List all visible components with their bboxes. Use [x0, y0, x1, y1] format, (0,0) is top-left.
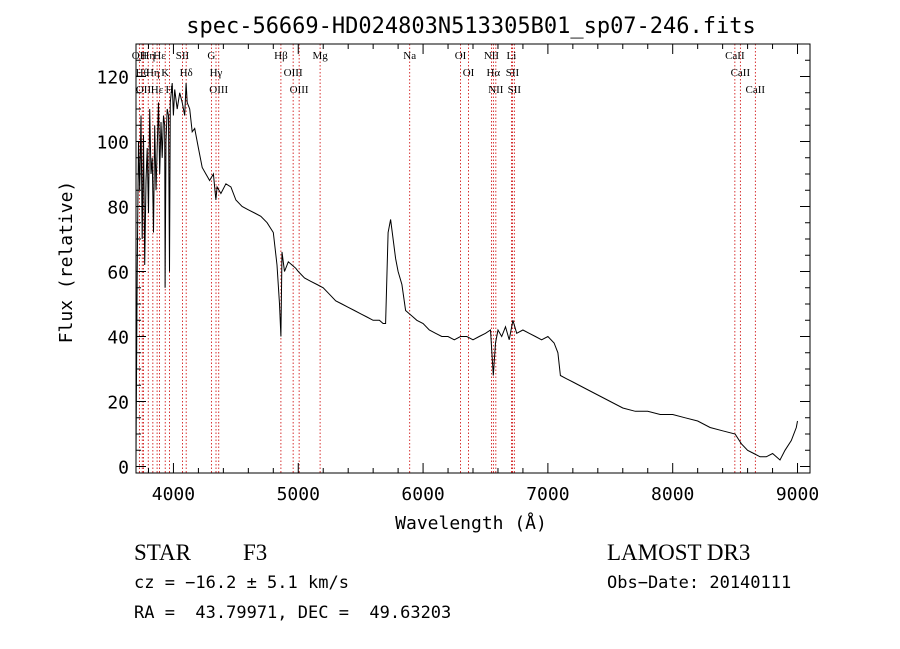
line-marker-label-13: OIII: [209, 84, 228, 96]
y-tick-label-0: 0: [118, 458, 129, 479]
line-marker-label-5: Hε: [151, 84, 164, 96]
line-marker-label-29: CaII: [746, 84, 766, 96]
y-tick-label-6: 120: [96, 68, 129, 89]
x-tick-label-3: 7000: [526, 484, 569, 505]
line-marker-label-6: Hε: [153, 50, 166, 62]
line-marker-label-15: OIII: [284, 67, 303, 79]
coordinates: RA = 43.79971, DEC = 49.63203: [134, 603, 452, 623]
y-tick-label-1: 20: [107, 393, 129, 414]
line-marker-label-18: Na: [403, 50, 416, 62]
line-marker-label-12: Hγ: [210, 67, 223, 79]
line-marker-label-27: CaII: [725, 50, 745, 62]
line-marker-label-3: Hη: [141, 50, 155, 62]
line-marker-label-14: Hβ: [274, 50, 288, 62]
line-marker-label-19: OI: [455, 50, 467, 62]
line-marker-label-23: NII: [488, 84, 504, 96]
line-marker-label-17: Mg: [312, 50, 328, 62]
line-marker-label-4: Hη: [146, 67, 160, 79]
x-axis-ticks: 4000 5000 6000 7000 8000 9000: [147, 44, 819, 505]
y-tick-label-3: 60: [107, 263, 129, 284]
x-tick-label-1: 5000: [277, 484, 320, 505]
line-marker-label-26: SII: [508, 84, 522, 96]
x-axis-label: Wavelength (Å): [395, 512, 547, 534]
line-marker-label-28: CaII: [731, 67, 751, 79]
line-marker-label-24: Li: [507, 50, 517, 62]
object-class: STAR: [134, 540, 191, 565]
observation-date: Obs−Date: 20140111: [607, 573, 792, 593]
line-marker-label-8: H: [165, 84, 173, 96]
line-markers: [138, 44, 756, 473]
line-marker-labels: OIIHθOIIHηHηHεHεKHSIIHδGHγOIIIHβOIIIOIII…: [132, 50, 766, 96]
survey-name: LAMOST DR3: [607, 540, 751, 565]
y-tick-label-4: 80: [107, 198, 129, 219]
y-axis-ticks: 0 20 40 60 80 100 120: [96, 59, 810, 479]
plot-frame: [135, 43, 811, 474]
x-tick-label-5: 9000: [776, 484, 819, 505]
line-marker-label-10: Hδ: [180, 67, 193, 79]
object-subclass: F3: [243, 540, 268, 565]
line-marker-label-20: OI: [463, 67, 475, 79]
line-marker-label-7: K: [161, 67, 169, 79]
y-axis-label: Flux (relative): [56, 181, 77, 344]
redshift-velocity: cz = −16.2 ± 5.1 km/s: [134, 573, 349, 593]
line-marker-label-25: SII: [506, 67, 520, 79]
y-tick-label-2: 40: [107, 328, 129, 349]
y-tick-label-5: 100: [96, 133, 129, 154]
line-marker-label-11: G: [207, 50, 215, 62]
flux-series-line: [135, 82, 798, 461]
line-marker-label-22: Hα: [486, 67, 500, 79]
line-marker-label-2: OII: [136, 84, 152, 96]
line-marker-label-9: SII: [176, 50, 190, 62]
line-marker-label-16: OIII: [290, 84, 309, 96]
chart-title: spec-56669-HD024803N513305B01_sp07-246.f…: [186, 14, 756, 39]
x-tick-label-4: 8000: [651, 484, 694, 505]
x-tick-label-0: 4000: [152, 484, 195, 505]
x-tick-label-2: 6000: [401, 484, 444, 505]
line-marker-label-21: NII: [484, 50, 500, 62]
